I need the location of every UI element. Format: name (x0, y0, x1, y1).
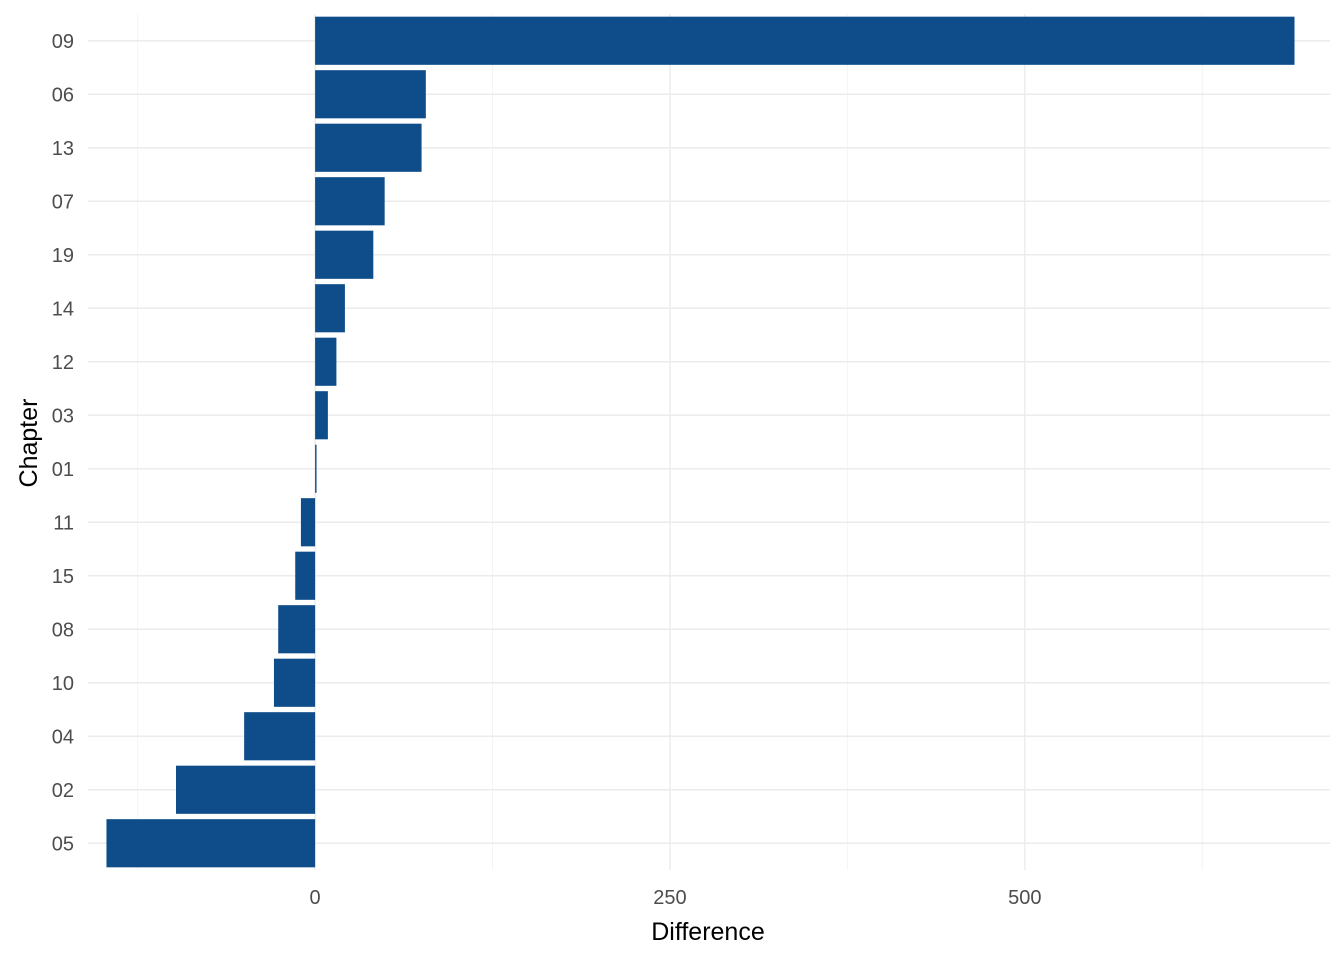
bar-chapter-04 (244, 712, 316, 761)
y-tick-label: 01 (52, 459, 74, 481)
y-tick-label: 05 (52, 833, 74, 855)
bar-chapter-09 (315, 16, 1295, 65)
bar-chapter-05 (106, 819, 316, 868)
bar-chapter-10 (273, 658, 316, 707)
y-tick-label: 19 (52, 245, 74, 267)
y-tick-label: 12 (52, 352, 74, 374)
x-tick-label: 500 (1008, 887, 1041, 909)
y-tick-label: 04 (52, 726, 74, 748)
bar-chapter-01 (315, 444, 317, 493)
y-tick-label: 09 (52, 31, 74, 53)
bar-chapter-12 (315, 337, 337, 386)
bar-chapter-06 (315, 70, 426, 119)
bar-chapter-13 (315, 123, 422, 172)
y-tick-label: 02 (52, 780, 74, 802)
bar-chapter-14 (315, 284, 345, 333)
bar-chapter-15 (295, 551, 316, 600)
bar-chapter-02 (176, 765, 316, 814)
y-tick-label: 11 (53, 512, 74, 534)
x-axis-ticks: 0 250 500 (310, 887, 1042, 909)
y-tick-label: 15 (52, 566, 74, 588)
bars (106, 16, 1295, 868)
y-tick-label: 06 (52, 84, 74, 106)
y-tick-label: 10 (52, 673, 74, 695)
y-tick-label: 13 (52, 138, 74, 160)
y-tick-label: 08 (52, 619, 74, 641)
bar-chapter-03 (315, 391, 328, 440)
bar-chapter-19 (315, 230, 374, 279)
x-tick-label: 0 (310, 887, 321, 909)
y-tick-label: 07 (52, 191, 74, 213)
bar-chapter-11 (300, 498, 316, 547)
x-axis-title: Difference (651, 918, 765, 946)
y-axis-title: Chapter (15, 399, 43, 488)
y-axis-ticks: 09 06 13 07 19 14 12 03 01 11 15 08 10 04 02 05 (52, 31, 74, 856)
x-tick-label: 250 (653, 887, 686, 909)
y-tick-label: 03 (52, 405, 74, 427)
bar-chapter-07 (315, 177, 385, 226)
bar-chapter-08 (278, 605, 316, 654)
grid-lines (88, 14, 1330, 870)
y-tick-label: 14 (52, 298, 74, 320)
